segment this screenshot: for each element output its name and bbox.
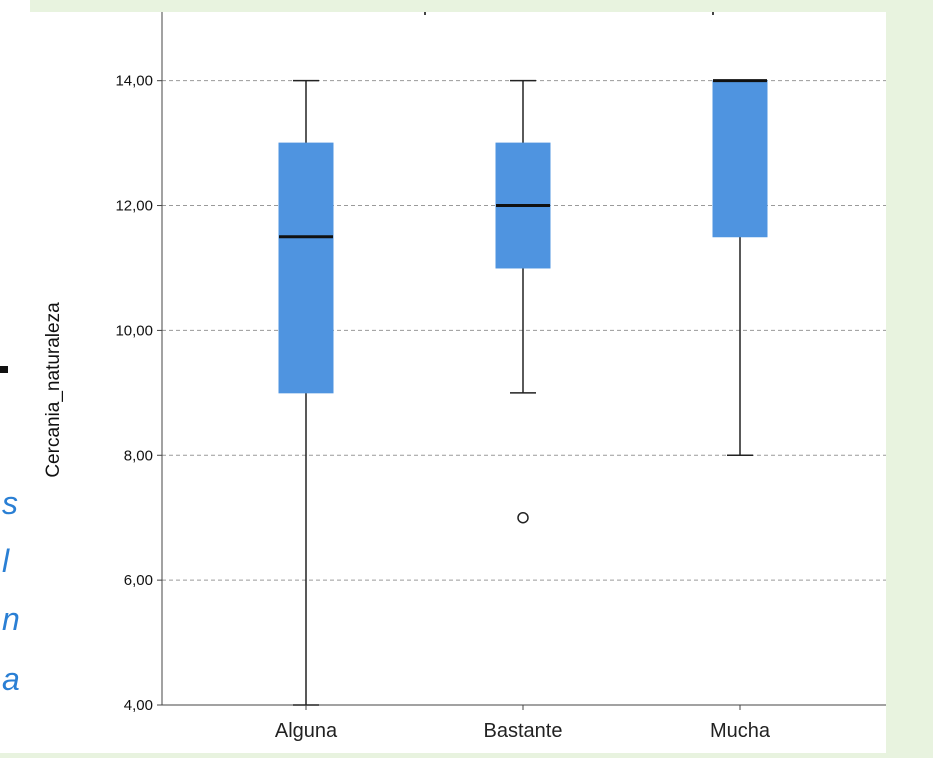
y-tick-label: 10,00: [115, 322, 153, 339]
y-tick-label: 4,00: [124, 697, 153, 714]
bullet-mark: [0, 366, 8, 373]
x-tick-label: Alguna: [275, 720, 338, 742]
y-tick-label: 8,00: [124, 447, 153, 464]
y-tick-label: 12,00: [115, 198, 153, 215]
y-tick-labels: 4,00 6,00 8,00 10,00 12,00 14,00: [115, 73, 162, 714]
outlier-point: [517, 511, 529, 524]
boxes: [278, 79, 768, 706]
x-tick-label: Bastante: [484, 720, 563, 742]
boxplot-panel: 4,00 6,00 8,00 10,00 12,00 14,00 Alguna Bastan…: [30, 12, 886, 753]
x-tick-labels: Alguna Bastante Mucha: [275, 705, 771, 742]
y-tick-label: 6,00: [124, 572, 153, 589]
side-text-fragment-3: n: [2, 601, 20, 637]
y-axis-label: Cercania_naturaleza: [43, 302, 64, 478]
box-alguna: [278, 142, 334, 394]
side-text-fragment-1: s: [2, 485, 18, 521]
side-text-fragment-4: a: [2, 661, 20, 697]
axes: [161, 12, 886, 706]
y-tick-label: 14,00: [115, 73, 153, 90]
x-tick-label: Mucha: [710, 720, 771, 742]
boxplot-chart: 4,00 6,00 8,00 10,00 12,00 14,00 Alguna Bastan…: [43, 12, 886, 742]
side-text-fragment-2: l: [2, 543, 10, 579]
left-margin-strip: s l n a: [0, 0, 30, 753]
box-mucha: [712, 80, 768, 238]
